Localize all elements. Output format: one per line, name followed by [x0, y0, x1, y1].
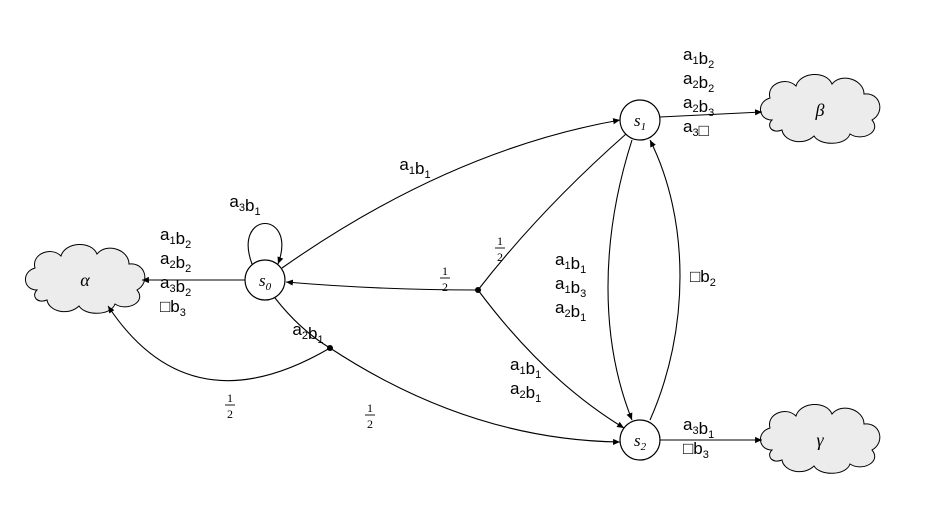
svg-text:a2b1: a2b1: [555, 298, 586, 324]
svg-text:1: 1: [227, 391, 233, 405]
svg-text:2: 2: [497, 250, 503, 264]
label-s2-gamma: a3b1□b3: [683, 415, 714, 461]
svg-text:□b3: □b3: [683, 439, 709, 461]
svg-text:a2b1: a2b1: [292, 320, 323, 346]
node-s2: s2: [620, 420, 660, 460]
label-s0-self: a3b1: [229, 192, 260, 218]
cloud-gamma-label: γ: [816, 430, 824, 450]
svg-text:a3□: a3□: [683, 117, 709, 140]
svg-text:1: 1: [442, 264, 448, 278]
cloud-alpha: α: [25, 244, 144, 313]
edge-s0-self: [248, 224, 282, 265]
svg-text:a1b3: a1b3: [555, 274, 586, 300]
svg-text:1: 1: [367, 401, 373, 415]
svg-text:a2b1: a2b1: [510, 379, 541, 405]
edge-s0-s1: [282, 120, 620, 268]
edge-a2b1-to-alpha: [108, 306, 330, 381]
label-s0-a2b1: a2b1: [292, 320, 323, 346]
label-s1-beta: a1b2a2b2a2b3a3□: [683, 45, 714, 140]
svg-text:a2b2: a2b2: [160, 249, 191, 275]
edge-s1-to-s2: [608, 140, 632, 420]
svg-text:a1b2: a1b2: [683, 45, 714, 71]
cloud-gamma: γ: [760, 404, 879, 473]
edge-s1-mid-stem: [478, 134, 626, 290]
node-s1: s1: [620, 100, 660, 140]
svg-text:a1b1: a1b1: [399, 155, 430, 181]
cloud-beta: β: [760, 74, 879, 143]
frac-s1mid-s2: 12: [495, 234, 505, 264]
edge-s2-to-s1: [650, 140, 680, 420]
svg-text:□b2: □b2: [690, 267, 716, 289]
svg-text:a3b1: a3b1: [229, 192, 260, 218]
cloud-beta-label: β: [815, 100, 825, 120]
svg-text:□b3: □b3: [160, 297, 186, 319]
node-s0: s0: [245, 260, 285, 300]
svg-text:2: 2: [227, 407, 233, 421]
label-s2-s1: □b2: [690, 267, 716, 289]
label-s1-mid: a1b1a1b3a2b1: [555, 250, 586, 324]
edge-s1mid-to-s0: [286, 282, 478, 290]
label-s2-bot: a1b1a2b1: [510, 355, 541, 405]
svg-text:2: 2: [367, 417, 373, 431]
label-s0-s1: a1b1: [399, 155, 430, 181]
svg-text:2: 2: [442, 280, 448, 294]
svg-text:a1b2: a1b2: [160, 225, 191, 251]
frac-a2b1-s2: 12: [365, 401, 375, 431]
frac-a2b1-alpha: 12: [225, 391, 235, 421]
label-s0-alpha: a1b2a2b2a3b2□b3: [160, 225, 191, 319]
svg-text:a2b2: a2b2: [683, 69, 714, 95]
svg-text:a1b1: a1b1: [555, 250, 586, 276]
svg-text:a3b2: a3b2: [160, 273, 191, 299]
cloud-alpha-label: α: [80, 270, 90, 290]
svg-text:a3b1: a3b1: [683, 415, 714, 441]
edge-s1mid-to-s2: [478, 290, 624, 428]
svg-text:1: 1: [497, 234, 503, 248]
